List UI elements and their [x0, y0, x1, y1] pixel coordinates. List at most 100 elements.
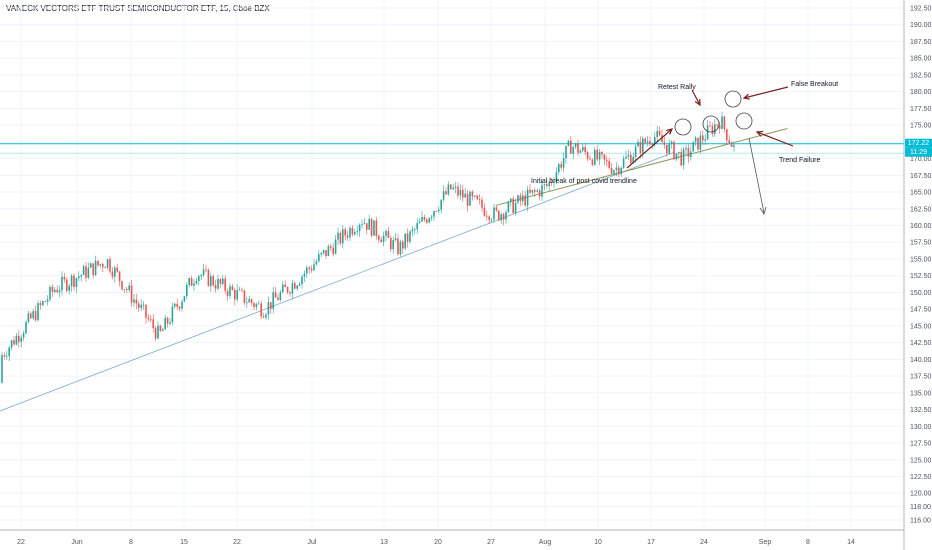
candle-body — [625, 156, 627, 159]
candle-body — [325, 250, 327, 257]
candle-body — [534, 189, 536, 192]
candle-body — [85, 266, 87, 278]
y-tick-label: 132.50 — [910, 407, 932, 414]
candles — [1, 111, 735, 384]
candle-body — [238, 289, 241, 291]
candle-body — [73, 275, 75, 287]
x-tick-label: 8 — [806, 539, 810, 546]
candle-body — [327, 246, 330, 257]
y-tick-label: 157.50 — [910, 240, 932, 247]
candle-body — [474, 195, 476, 197]
y-tick-label: 165.00 — [910, 190, 932, 197]
annotation-arrow-head — [755, 130, 764, 137]
candle-body — [229, 286, 231, 296]
candle-body — [202, 269, 205, 275]
candle-body — [378, 235, 380, 240]
candle-body — [399, 241, 402, 255]
candle-body — [37, 303, 39, 321]
candle-body — [570, 140, 572, 154]
candle-body — [279, 292, 282, 300]
candle-body — [10, 340, 13, 348]
candle-body — [500, 214, 502, 221]
candle-body — [478, 199, 481, 200]
candle-body — [27, 313, 30, 322]
candle-body — [673, 141, 675, 160]
candle-body — [466, 193, 469, 206]
candle-body — [697, 137, 699, 150]
candle-body — [164, 317, 166, 330]
grid — [0, 0, 904, 530]
y-tick-label: 147.50 — [910, 307, 932, 314]
candle-body — [1, 355, 3, 383]
candle-body — [205, 269, 207, 271]
candle-body — [56, 289, 58, 293]
candle-body — [152, 319, 154, 329]
candle-body — [310, 268, 313, 271]
y-tick-label: 120.00 — [910, 491, 932, 498]
annotation-arrow — [756, 131, 794, 147]
candle-body — [183, 296, 186, 302]
candle-body — [75, 278, 78, 287]
candle-body — [613, 170, 615, 174]
y-tick-label: 160.00 — [910, 223, 932, 230]
candle-body — [663, 142, 666, 145]
candle-body — [224, 278, 226, 291]
candle-body — [519, 195, 522, 202]
annotation-arrow — [743, 86, 789, 99]
candle-body — [469, 191, 471, 206]
trendlines — [0, 127, 788, 412]
y-tick-label: 187.50 — [910, 39, 932, 46]
candle-body — [510, 198, 512, 202]
candle-body — [706, 125, 709, 140]
y-tick-label: 116.00 — [910, 518, 931, 525]
candle-body — [154, 328, 157, 339]
candle-body — [440, 199, 442, 210]
candle-body — [6, 356, 8, 358]
x-tick-label: 22 — [233, 539, 241, 546]
candle-body — [30, 313, 32, 319]
candle-body — [733, 145, 735, 147]
y-tick-label: 185.00 — [910, 56, 932, 63]
candle-body — [382, 235, 385, 243]
candle-body — [339, 232, 342, 244]
candle-body — [524, 195, 526, 206]
y-tick-label: 130.00 — [910, 424, 932, 431]
candle-body — [375, 220, 378, 236]
candle-body — [541, 185, 543, 197]
candle-body — [582, 146, 584, 151]
candle-body — [22, 333, 25, 338]
y-tick-label: 152.50 — [910, 273, 932, 280]
candle-body — [620, 167, 622, 175]
candle-body — [193, 283, 195, 286]
y-tick-label: 180.00 — [910, 89, 932, 96]
x-tick-label: 24 — [700, 539, 708, 546]
candle-body — [596, 149, 598, 160]
candle-body — [517, 195, 519, 203]
candle-body — [428, 218, 430, 223]
candle-body — [102, 264, 104, 268]
candle-body — [32, 311, 34, 319]
candle-body — [121, 281, 123, 290]
candle-body — [354, 232, 356, 235]
candle-body — [526, 189, 529, 206]
x-tick-label: Jun — [71, 539, 82, 546]
y-tick-label: 122.50 — [910, 474, 932, 481]
candle-body — [130, 285, 133, 303]
candle-body — [210, 276, 212, 286]
y-tick-label: 170.00 — [910, 156, 932, 163]
candle-body — [337, 232, 339, 240]
candle-body — [3, 355, 6, 357]
candle-body — [397, 238, 399, 255]
candle-body — [8, 347, 10, 357]
candle-body — [634, 146, 637, 157]
candle-body — [442, 191, 445, 200]
candle-body — [49, 286, 51, 300]
candle-body — [68, 286, 70, 291]
candle-body — [291, 283, 294, 294]
candle-body — [385, 231, 387, 236]
y-tick-label: 140.00 — [910, 357, 932, 364]
candle-body — [658, 131, 661, 136]
candle-body — [366, 223, 368, 230]
annotation-label: Initial break of post covid trendline — [531, 178, 637, 185]
